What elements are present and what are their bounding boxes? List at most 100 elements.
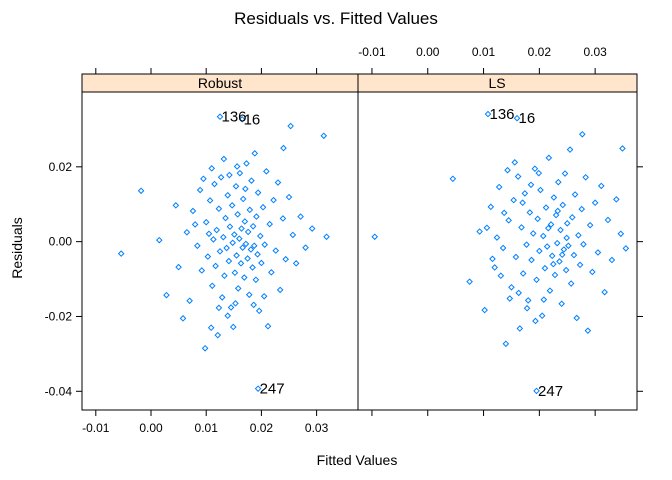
data-point [253,213,260,220]
data-point [254,189,262,196]
chart-title: Residuals vs. Fitted Values [234,9,438,28]
data-point [579,130,586,138]
data-point [554,207,562,215]
data-point [215,304,223,312]
data-point [244,228,252,236]
data-point [227,304,235,311]
data-point [617,230,625,238]
data-point [252,276,260,284]
data-point [586,221,594,229]
points-ls [371,110,630,395]
data-point [584,327,592,334]
data-point [217,173,225,181]
point-label: 247 [260,381,285,398]
data-point [249,223,257,230]
data-point [233,252,240,259]
annotations-ls: 136 16 247 [490,106,564,400]
data-point [560,246,568,253]
data-point [233,163,241,170]
x-tick-label: 0.03 [305,421,329,435]
data-point [553,239,561,247]
data-point [241,218,249,225]
data-point [163,291,170,299]
strip-label-ls: LS [488,75,505,91]
data-point [550,194,558,201]
data-point [226,223,234,230]
data-point [519,199,526,207]
data-point [493,234,501,241]
data-point [558,300,565,308]
data-point [523,241,530,248]
data-point [562,266,570,274]
data-point [266,220,273,228]
data-point [534,215,541,223]
data-point [229,239,237,247]
data-point [216,113,224,120]
data-point [249,264,256,271]
data-point [568,214,576,221]
data-point [308,225,316,232]
data-point [285,193,293,201]
data-point [524,297,532,304]
data-point [545,154,553,162]
data-point [220,155,228,163]
x-tick-label: 0.01 [472,45,496,59]
data-point [302,244,309,251]
data-point [236,235,243,242]
data-point [198,267,206,274]
data-point [208,282,216,290]
data-point [523,304,531,312]
data-point [211,180,218,188]
data-point [597,182,605,190]
data-point [449,175,457,183]
data-point [515,289,523,297]
data-point [570,251,578,259]
data-point [499,244,507,252]
data-point [204,253,212,260]
data-point [491,264,499,271]
data-point [589,268,596,276]
data-point [259,203,267,211]
data-point [535,169,543,177]
data-point [220,233,227,241]
data-point [274,179,282,186]
x-tick-label: 0.02 [528,45,552,59]
data-point [236,169,244,177]
data-point [371,233,379,241]
data-point [260,292,268,300]
plot-frame-robust [81,91,359,411]
point-label: 247 [538,383,563,400]
data-point [537,186,544,194]
strip-label-robust: Robust [198,75,242,91]
data-point [279,215,287,222]
data-point [548,252,556,260]
data-point [571,191,579,198]
data-point [563,220,571,227]
data-point [531,165,539,173]
data-point [528,256,535,264]
data-point [555,178,562,186]
point-label: 16 [519,110,536,127]
data-point [137,187,145,195]
data-point [172,202,180,209]
data-point [189,207,197,215]
data-point [270,196,277,204]
data-point [497,272,505,279]
data-point [481,306,488,314]
plot-frame-ls [357,91,638,411]
data-point [210,236,217,243]
data-point [179,315,187,322]
data-point [489,255,496,263]
data-point [234,211,241,218]
data-point [242,185,249,193]
data-point [246,206,254,214]
data-point [552,211,560,219]
data-point [547,221,555,228]
data-point [216,248,224,255]
data-point [320,132,328,140]
data-point [224,312,232,320]
data-point [544,224,552,232]
data-point [504,166,511,174]
data-point [521,190,529,197]
data-point [536,247,543,255]
